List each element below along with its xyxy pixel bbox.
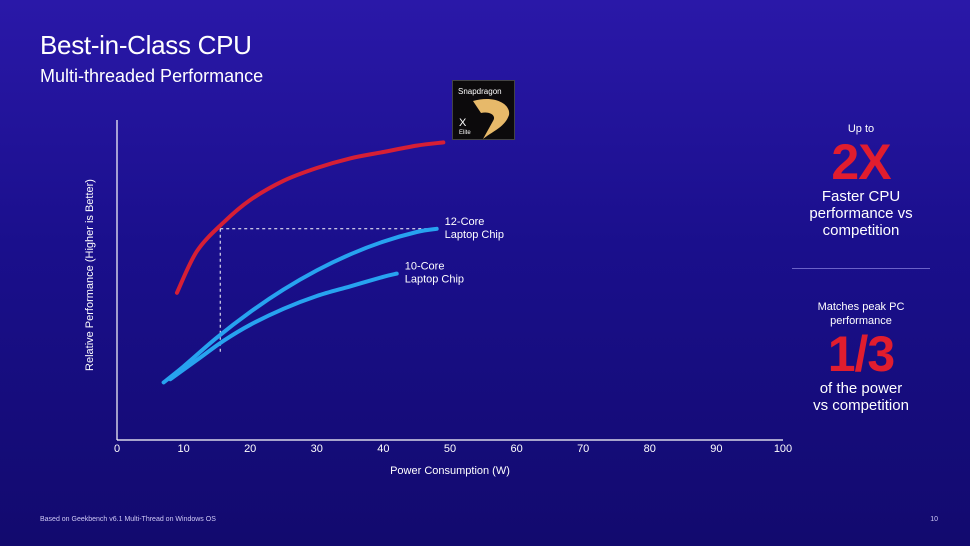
- series-label: 12-Core Laptop Chip: [445, 216, 504, 241]
- page-subtitle: Multi-threaded Performance: [40, 66, 264, 86]
- x-tick-label: 70: [577, 443, 589, 455]
- x-tick-label: 80: [644, 443, 656, 455]
- x-tick-label: 90: [710, 443, 722, 455]
- series-labels: 12-Core Laptop Chip 10-Core Laptop Chip: [405, 216, 504, 286]
- snapdragon-logo-icon: [473, 98, 510, 139]
- x-axis-label: Power Consumption (W): [390, 465, 510, 477]
- badge-tier: Elite: [459, 130, 471, 136]
- stat-pre: Up to: [847, 123, 875, 135]
- series-line-12-core: [161, 226, 439, 385]
- stat-pre-1: Matches peak PC: [817, 301, 905, 313]
- stat-divider: [792, 268, 930, 269]
- series-line-snapdragon: [174, 140, 446, 295]
- x-tick-label: 10: [177, 443, 189, 455]
- badge-brand: Snapdragon: [458, 87, 502, 96]
- x-tick-labels: 0 10 20 30 40 50 60 70 80 90 100: [114, 443, 792, 455]
- series-lines: [161, 140, 446, 385]
- stat-desc-1: Faster CPU: [821, 188, 901, 205]
- badge-model: X: [459, 117, 467, 129]
- footnote: Based on Geekbench v6.1 Multi-Thread on …: [40, 516, 216, 523]
- page-number: 10: [930, 516, 938, 523]
- stat-pre-2: performance: [830, 315, 892, 327]
- chart-axes: [116, 120, 783, 441]
- stat-power: Matches peak PC performance 1/3 of the p…: [790, 300, 932, 414]
- series-label: 10-Core Laptop Chip: [405, 261, 464, 286]
- x-tick-label: 30: [311, 443, 323, 455]
- stat-desc-3: competition: [822, 222, 900, 239]
- x-tick-label: 50: [444, 443, 456, 455]
- stat-desc-2: vs competition: [813, 397, 909, 414]
- snapdragon-x-elite-badge: Snapdragon X Elite: [452, 80, 515, 140]
- x-tick-label: 20: [244, 443, 256, 455]
- x-tick-label: 0: [114, 443, 120, 455]
- x-tick-label: 60: [510, 443, 522, 455]
- stat-faster-cpu: Up to 2X Faster CPU performance vs compe…: [790, 122, 932, 239]
- x-tick-label: 40: [377, 443, 389, 455]
- page-title: Best-in-Class CPU: [40, 30, 252, 60]
- stat-desc-2: performance vs: [809, 205, 913, 222]
- series-line-10-core: [168, 271, 399, 382]
- stat-value: 1/3: [827, 326, 896, 382]
- stat-value: 2X: [831, 134, 891, 190]
- x-tick-label: 100: [774, 443, 792, 455]
- stat-desc-1: of the power: [819, 380, 903, 397]
